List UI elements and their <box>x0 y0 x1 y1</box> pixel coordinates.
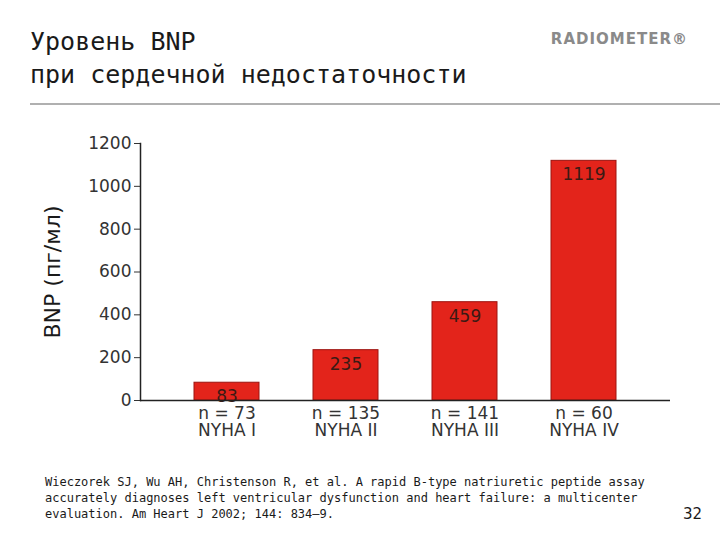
html-text:32: 32 <box>682 505 702 523</box>
html-text:Wieczorek SJ, Wu AH, Christens: Wieczorek SJ, Wu AH, Christenson R, et a… <box>45 475 645 522</box>
svg-text:n = 135NYHA II: n = 135NYHA II <box>312 403 380 440</box>
html-text:Уровень BNP при сердечной недо: Уровень BNP при сердечной недостаточност… <box>30 27 467 89</box>
html-text:BNP (пг/мл): BNP (пг/мл) <box>39 205 65 339</box>
svg-text:600: 600 <box>99 261 131 281</box>
svg-text:1119: 1119 <box>562 164 605 184</box>
svg-text:n = 141NYHA III: n = 141NYHA III <box>431 403 499 440</box>
svg-text:1000: 1000 <box>88 176 131 196</box>
svg-text:235: 235 <box>330 354 362 374</box>
svg-text:n = 73NYHA I: n = 73NYHA I <box>198 403 256 440</box>
svg-text:0: 0 <box>121 390 132 410</box>
svg-text:83: 83 <box>216 386 238 407</box>
svg-text:459: 459 <box>449 306 481 326</box>
svg-text:400: 400 <box>99 304 131 324</box>
svg-text:200: 200 <box>99 347 131 367</box>
svg-text:800: 800 <box>99 219 131 239</box>
svg-text:n = 60NYHA IV: n = 60NYHA IV <box>549 403 619 440</box>
svg-text:1200: 1200 <box>88 133 131 153</box>
html-text:RADIOMETER®: RADIOMETER® <box>550 30 688 48</box>
